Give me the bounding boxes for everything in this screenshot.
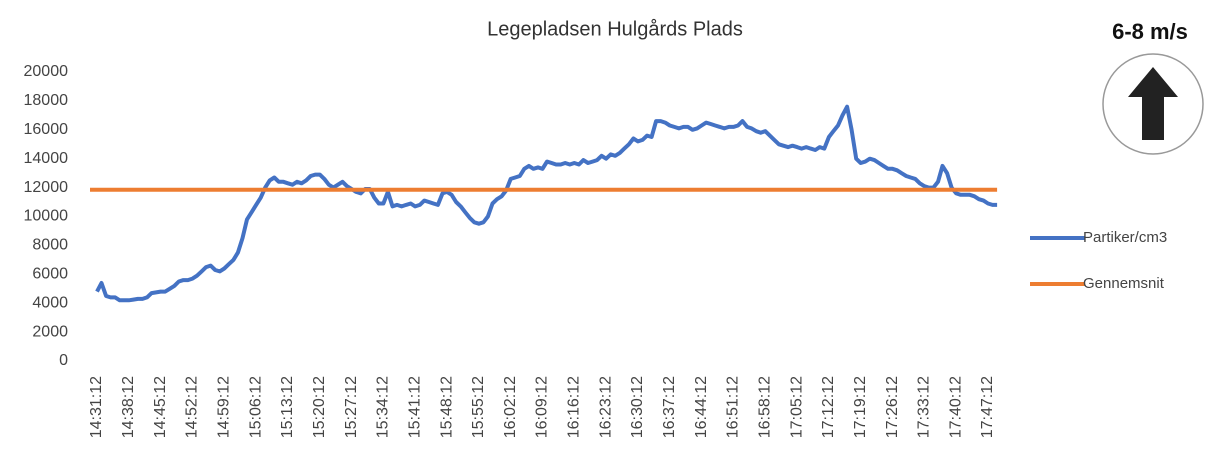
x-tick-label: 17:05:12 xyxy=(788,376,805,438)
x-tick-label: 17:40:12 xyxy=(947,376,964,438)
x-tick-label: 17:19:12 xyxy=(852,376,869,438)
x-tick-label: 14:31:12 xyxy=(88,376,105,438)
x-tick-label: 16:02:12 xyxy=(502,376,519,438)
x-tick-label: 15:20:12 xyxy=(311,376,328,438)
y-tick-label: 10000 xyxy=(24,208,69,225)
x-tick-label: 14:59:12 xyxy=(216,376,233,438)
x-tick-label: 15:55:12 xyxy=(470,376,487,438)
x-tick-label: 17:33:12 xyxy=(916,376,933,438)
x-tick-label: 15:13:12 xyxy=(279,376,296,438)
x-tick-label: 16:37:12 xyxy=(661,376,678,438)
x-tick-label: 15:41:12 xyxy=(406,376,423,438)
x-tick-label: 14:38:12 xyxy=(120,376,137,438)
x-tick-label: 15:27:12 xyxy=(343,376,360,438)
y-tick-label: 12000 xyxy=(24,179,69,196)
y-tick-label: 4000 xyxy=(32,294,68,311)
data-line xyxy=(95,104,998,303)
legend-label: Partiker/cm3 xyxy=(1083,229,1167,246)
x-tick-label: 16:51:12 xyxy=(725,376,742,438)
x-tick-label: 17:12:12 xyxy=(820,376,837,438)
y-tick-label: 8000 xyxy=(32,237,68,254)
x-tick-label: 16:30:12 xyxy=(629,376,646,438)
y-tick-label: 20000 xyxy=(24,63,69,80)
y-tick-label: 6000 xyxy=(32,266,68,283)
x-tick-label: 17:26:12 xyxy=(884,376,901,438)
y-tick-label: 16000 xyxy=(24,121,69,138)
x-tick-label: 15:34:12 xyxy=(375,376,392,438)
x-tick-label: 14:45:12 xyxy=(152,376,169,438)
y-tick-label: 2000 xyxy=(32,323,68,340)
legend-label: Gennemsnit xyxy=(1083,275,1165,292)
x-tick-label: 16:09:12 xyxy=(534,376,551,438)
x-tick-label: 16:58:12 xyxy=(756,376,773,438)
wind-arrow-icon xyxy=(1102,53,1204,155)
x-tick-label: 14:52:12 xyxy=(184,376,201,438)
y-tick-label: 0 xyxy=(59,352,68,369)
x-tick-label: 16:16:12 xyxy=(566,376,583,438)
wind-speed: 6-8 m/s xyxy=(1112,19,1188,44)
y-tick-label: 18000 xyxy=(24,92,69,109)
x-tick-label: 16:23:12 xyxy=(597,376,614,438)
x-tick-label: 16:44:12 xyxy=(693,376,710,438)
y-tick-label: 14000 xyxy=(24,150,69,167)
x-tick-label: 15:06:12 xyxy=(247,376,264,438)
x-tick-label: 15:48:12 xyxy=(438,376,455,438)
x-tick-label: 17:47:12 xyxy=(979,376,996,438)
chart-title: Legepladsen Hulgårds Plads xyxy=(487,18,743,40)
